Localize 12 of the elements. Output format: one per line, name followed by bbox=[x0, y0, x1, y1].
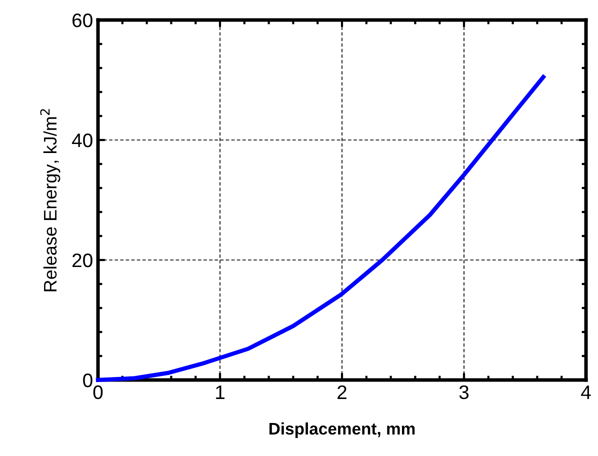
x-tick-label: 1 bbox=[216, 386, 224, 399]
x-tick-label: 3 bbox=[459, 385, 469, 400]
y-tick-label: 40 bbox=[72, 133, 92, 148]
y-tick-label: 0 bbox=[83, 373, 92, 388]
line-series bbox=[96, 74, 546, 382]
y-tick-label: 20 bbox=[72, 253, 92, 268]
x-tick-label: 2 bbox=[338, 385, 346, 399]
y-tick-label: 60 bbox=[72, 13, 92, 28]
x-axis-title: Displacement, mm bbox=[269, 422, 415, 438]
x-tick-label: 0 bbox=[93, 385, 103, 400]
x-tick-label: 4 bbox=[581, 386, 591, 399]
y-axis-title: Release Energy, kJ/m$^{2}$ bbox=[40, 109, 60, 292]
